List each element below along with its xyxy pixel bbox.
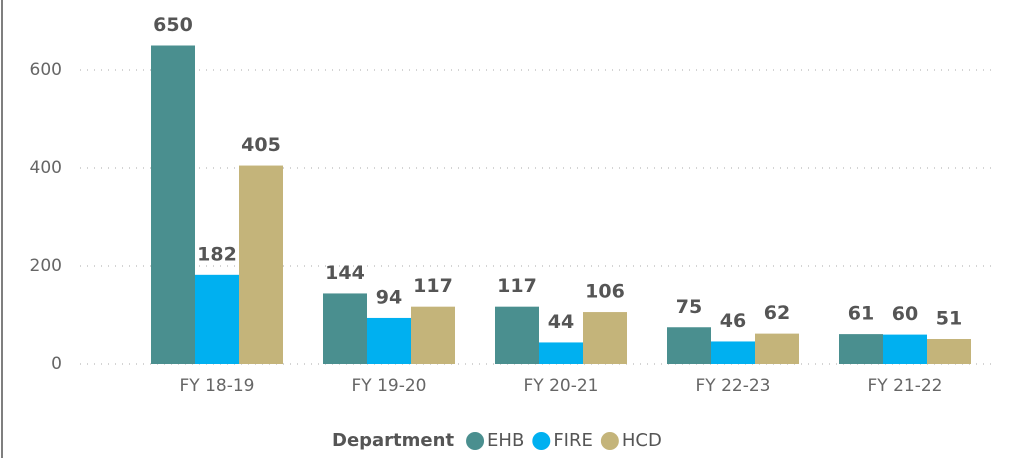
bar: [411, 306, 455, 364]
y-tick-label: 600: [30, 60, 62, 80]
bar: [367, 317, 411, 364]
value-label: 405: [241, 134, 281, 156]
bar: [883, 334, 927, 364]
value-label: 60: [892, 303, 918, 325]
x-tick-label: FY 19-20: [352, 376, 427, 396]
bar: [239, 165, 283, 364]
legend-label: FIRE: [553, 430, 593, 451]
y-tick-label: 200: [30, 256, 62, 276]
x-tick-label: FY 18-19: [180, 376, 255, 396]
value-label: 144: [325, 262, 365, 284]
bar: [195, 274, 239, 364]
value-label: 46: [720, 310, 746, 332]
bar: [711, 341, 755, 364]
bar: [755, 333, 799, 364]
value-label: 62: [764, 302, 790, 324]
value-label: 182: [197, 243, 237, 265]
legend-title: Department: [332, 430, 454, 451]
bar: [667, 327, 711, 364]
legend-label: EHB: [487, 430, 524, 451]
value-label: 650: [153, 14, 193, 36]
value-label: 75: [676, 296, 702, 318]
legend-label: HCD: [622, 430, 662, 451]
value-label: 117: [413, 275, 453, 297]
x-tick-label: FY 20-21: [524, 376, 599, 396]
value-label: 51: [936, 308, 962, 330]
value-label: 61: [848, 303, 874, 325]
bar: [927, 339, 971, 364]
value-label: 117: [497, 275, 537, 297]
y-tick-label: 400: [30, 158, 62, 178]
legend-swatch: [532, 432, 551, 450]
value-label: 94: [376, 286, 402, 308]
y-tick-label: 0: [51, 354, 62, 374]
value-label: 44: [548, 311, 574, 333]
x-tick-label: FY 21-22: [868, 376, 943, 396]
value-label: 106: [585, 281, 625, 303]
x-tick-label: FY 22-23: [696, 376, 771, 396]
bar: [583, 312, 627, 364]
bar: [839, 334, 883, 364]
legend-swatch: [466, 432, 485, 450]
legend: Department EHB FIRE HCD: [332, 430, 662, 451]
bar: [151, 45, 195, 364]
bar: [539, 342, 583, 364]
bar: [495, 306, 539, 364]
bar: [323, 293, 367, 364]
legend-swatch: [600, 432, 619, 450]
